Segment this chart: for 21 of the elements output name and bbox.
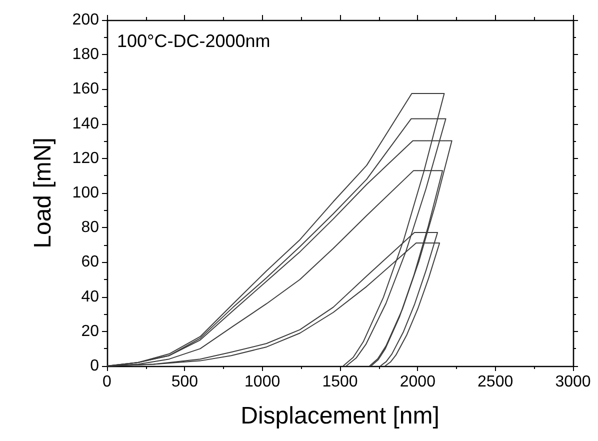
x-tick-label: 500 xyxy=(171,374,198,390)
x-tick-label: 1000 xyxy=(244,374,280,390)
y-tick-label: 60 xyxy=(81,254,100,271)
x-tick-label: 2000 xyxy=(400,374,436,390)
x-tick-label: 2500 xyxy=(478,374,514,390)
x-tick-label: 3000 xyxy=(555,374,591,390)
y-tick-label: 20 xyxy=(81,322,100,340)
annotation: 100°C-DC-2000nm xyxy=(117,31,270,51)
y-tick-label: 200 xyxy=(72,12,100,28)
y-tick-label: 0 xyxy=(90,358,100,374)
y-tick-label: 160 xyxy=(72,80,100,98)
y-tick-label: 140 xyxy=(72,115,100,132)
y-tick-label: 100 xyxy=(72,184,100,202)
y-tick-label: 40 xyxy=(81,288,100,306)
y-axis-title: Load [mN] xyxy=(30,138,56,248)
y-tick-label: 120 xyxy=(72,150,100,167)
x-tick-label: 0 xyxy=(102,374,112,390)
x-axis-title: Displacement [nm] xyxy=(240,402,440,430)
y-tick-label: 180 xyxy=(72,46,100,64)
x-tick-label: 1500 xyxy=(322,374,358,390)
y-tick-label: 80 xyxy=(81,219,100,236)
